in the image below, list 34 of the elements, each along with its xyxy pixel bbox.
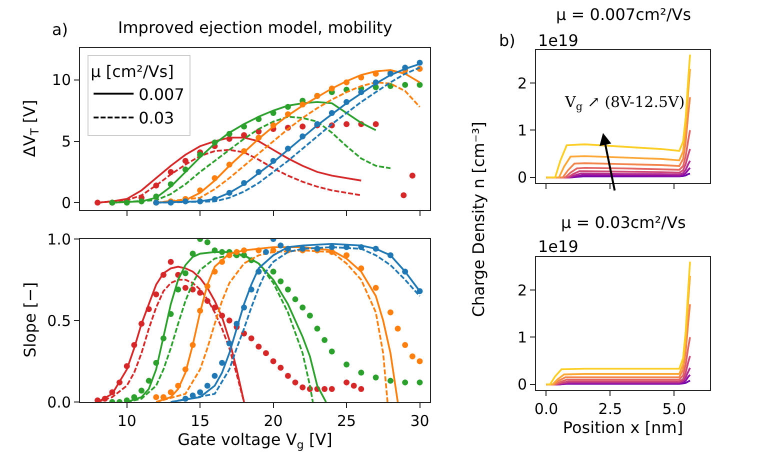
y-tick-label: 0 [61,194,71,212]
x-tick-label: 2.5 [598,400,622,418]
y-tick-label: 1.0 [47,230,71,248]
y-tick-label: 0 [517,376,527,394]
text: 1e19 [538,237,578,256]
y-tick-label: 5 [61,132,71,151]
y-tick-label: 2 [517,281,527,300]
text: a) [52,20,68,39]
y-axis-title: Charge Density n [cm⁻³] [469,122,488,317]
legend-label: 0.007 [138,84,184,104]
legend-label: 0.03 [138,108,174,128]
y-tick-label: 0.5 [47,312,71,330]
chart-title: μ = 0.007cm²/Vs [556,5,692,24]
chart-title: μ = 0.03cm²/Vs [561,213,686,232]
x-tick-label: 15 [190,412,210,430]
y-tick-label: 2 [517,74,527,92]
x-tick-label: 0.0 [534,400,558,418]
annotation: 1e19 [538,31,578,50]
y-tick-label: 1 [517,328,527,346]
legend-title: μ [cm²/Vs] [90,62,174,81]
x-axis-title: Position x [nm] [562,418,684,437]
x-tick-label: 5.0 [662,400,686,418]
annotation: V$_{g}$ ↗ (8V-12.5V) [564,93,685,114]
x-tick-label: 10 [117,412,136,430]
y-tick-label: 0 [517,168,527,187]
x-tick-label: 20 [264,412,283,430]
x-axis-title: Gate voltage V$_{g}$ [V] [178,430,332,452]
chart-title: Improved ejection model, mobility [118,18,392,37]
x-tick-label: 25 [336,412,356,430]
y-tick-label: 10 [52,71,71,90]
text: b) [499,31,516,50]
x-tick-label: 30 [410,412,430,430]
y-tick-label: 1 [517,121,527,140]
y-axis-title: Slope [−] [20,282,40,358]
